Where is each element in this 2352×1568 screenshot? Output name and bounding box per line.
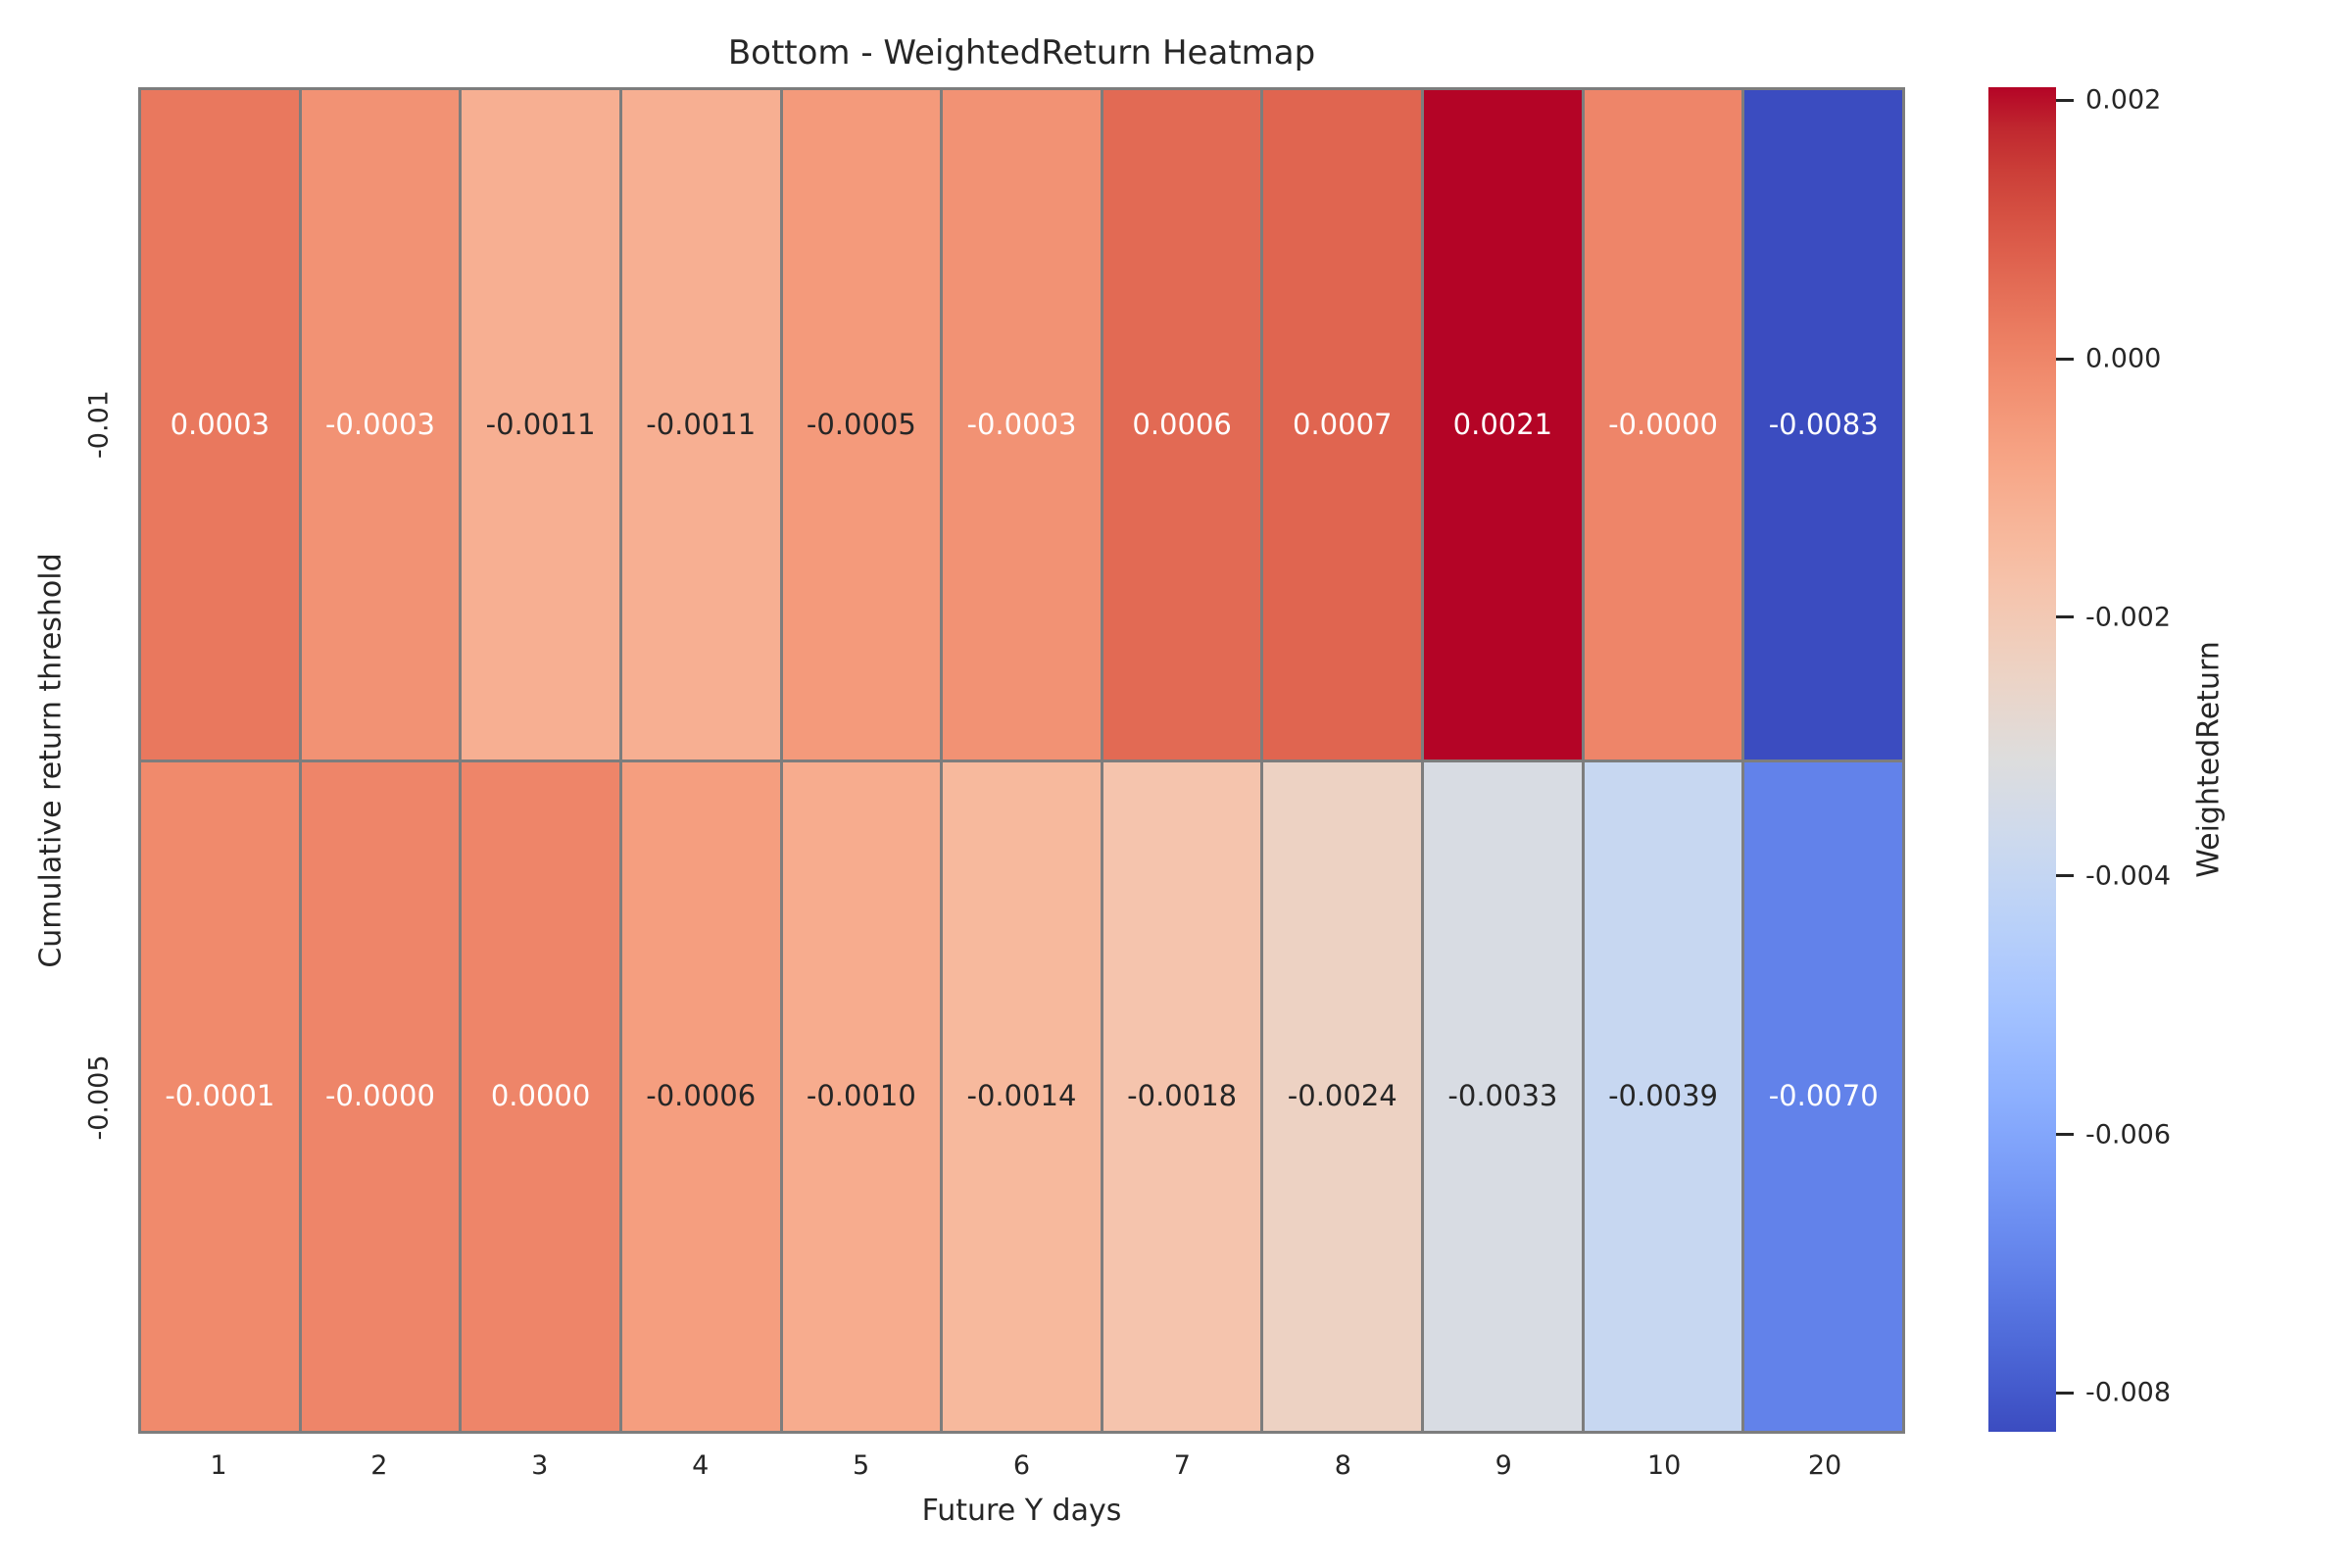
cell-value-label: -0.0003 — [966, 407, 1077, 441]
heatmap-cell: -0.0070 — [1744, 761, 1902, 1431]
cell-value-label: -0.0010 — [806, 1079, 916, 1113]
heatmap-cell: -0.0024 — [1263, 761, 1422, 1431]
cell-value-label: -0.0005 — [806, 407, 916, 441]
colorbar-tick-label: 0.000 — [2085, 343, 2162, 374]
cell-value-label: 0.0006 — [1132, 407, 1232, 441]
cell-value-label: -0.0039 — [1608, 1079, 1718, 1113]
heatmap-cell: 0.0006 — [1102, 90, 1261, 760]
cell-value-label: -0.0018 — [1127, 1079, 1238, 1113]
heatmap-cell: -0.0083 — [1744, 90, 1902, 760]
colorbar-tick-label: -0.002 — [2085, 602, 2172, 633]
y-tick-label: -0.005 — [83, 1054, 115, 1141]
heatmap-cell: -0.0011 — [621, 90, 780, 760]
colorbar-tick — [2056, 98, 2074, 102]
y-axis-label: Cumulative return threshold — [33, 553, 69, 968]
cell-value-label: -0.0003 — [324, 407, 435, 441]
cell-value-label: -0.0000 — [324, 1079, 435, 1113]
cell-value-label: -0.0014 — [966, 1079, 1077, 1113]
cell-value-label: -0.0083 — [1768, 407, 1879, 441]
colorbar-tick-label: -0.006 — [2085, 1119, 2172, 1151]
chart-title: Bottom - WeightedReturn Heatmap — [727, 33, 1316, 73]
y-tick-label: -0.01 — [83, 389, 115, 459]
heatmap-cell: -0.0011 — [462, 90, 619, 760]
x-tick-label: 20 — [1807, 1450, 1842, 1481]
cell-value-label: -0.0033 — [1447, 1079, 1558, 1113]
colorbar-tick — [2056, 357, 2074, 361]
cell-value-label: -0.0006 — [646, 1079, 757, 1113]
cell-value-label: 0.0003 — [170, 407, 270, 441]
x-axis-label: Future Y days — [921, 1494, 1122, 1528]
colorbar-tick — [2056, 615, 2074, 619]
colorbar-tick — [2056, 874, 2074, 878]
colorbar-gradient — [1988, 87, 2056, 1432]
heatmap-cell: 0.0003 — [141, 90, 299, 760]
x-tick-label: 2 — [370, 1450, 388, 1481]
heatmap-cell: 0.0007 — [1263, 90, 1422, 760]
heatmap-cell: -0.0039 — [1584, 761, 1742, 1431]
x-tick-label: 8 — [1334, 1450, 1351, 1481]
x-tick-label: 10 — [1646, 1450, 1682, 1481]
x-tick-label: 7 — [1173, 1450, 1191, 1481]
cell-value-label: 0.0021 — [1452, 407, 1553, 441]
heatmap-cell: -0.0000 — [301, 761, 460, 1431]
x-tick-label: 4 — [692, 1450, 710, 1481]
colorbar-label: WeightedReturn — [2191, 641, 2227, 878]
cell-value-label: -0.0070 — [1768, 1079, 1879, 1113]
colorbar-tick-label: -0.008 — [2085, 1377, 2172, 1408]
x-tick-label: 5 — [852, 1450, 870, 1481]
colorbar-tick — [2056, 1133, 2074, 1137]
heatmap-cell: -0.0005 — [782, 90, 941, 760]
x-tick-label: 3 — [531, 1450, 549, 1481]
heatmap-cell: -0.0003 — [301, 90, 460, 760]
heatmap-cell: -0.0006 — [621, 761, 780, 1431]
cell-value-label: -0.0011 — [646, 407, 757, 441]
cell-value-label: -0.0001 — [165, 1079, 275, 1113]
heatmap-cell: -0.0033 — [1424, 761, 1582, 1431]
heatmap-cell: 0.0000 — [462, 761, 619, 1431]
colorbar-tick-label: 0.002 — [2085, 84, 2162, 116]
cell-value-label: -0.0024 — [1287, 1079, 1397, 1113]
heatmap: 0.0003 -0.0003 -0.0011 -0.0011 -0.0005 -0.000… — [138, 87, 1905, 1434]
cell-value-label: -0.0011 — [485, 407, 596, 441]
cell-value-label: 0.0007 — [1293, 407, 1393, 441]
heatmap-cell: 0.0021 — [1424, 90, 1582, 760]
cell-value-label: 0.0000 — [490, 1079, 591, 1113]
heatmap-cell: -0.0018 — [1102, 761, 1261, 1431]
x-tick-label: 1 — [210, 1450, 227, 1481]
cell-value-label: -0.0000 — [1608, 407, 1718, 441]
heatmap-cell: -0.0001 — [141, 761, 299, 1431]
x-tick-label: 9 — [1494, 1450, 1512, 1481]
heatmap-cell: -0.0000 — [1584, 90, 1742, 760]
x-tick-label: 6 — [1012, 1450, 1031, 1481]
colorbar-tick — [2056, 1391, 2074, 1395]
colorbar-tick-label: -0.004 — [2085, 860, 2172, 892]
heatmap-cell: -0.0010 — [782, 761, 941, 1431]
heatmap-cell: -0.0014 — [943, 761, 1101, 1431]
x-axis-ticks: 1 2 3 4 5 6 7 8 9 10 20 — [138, 1450, 1905, 1486]
heatmap-cell: -0.0003 — [943, 90, 1101, 760]
